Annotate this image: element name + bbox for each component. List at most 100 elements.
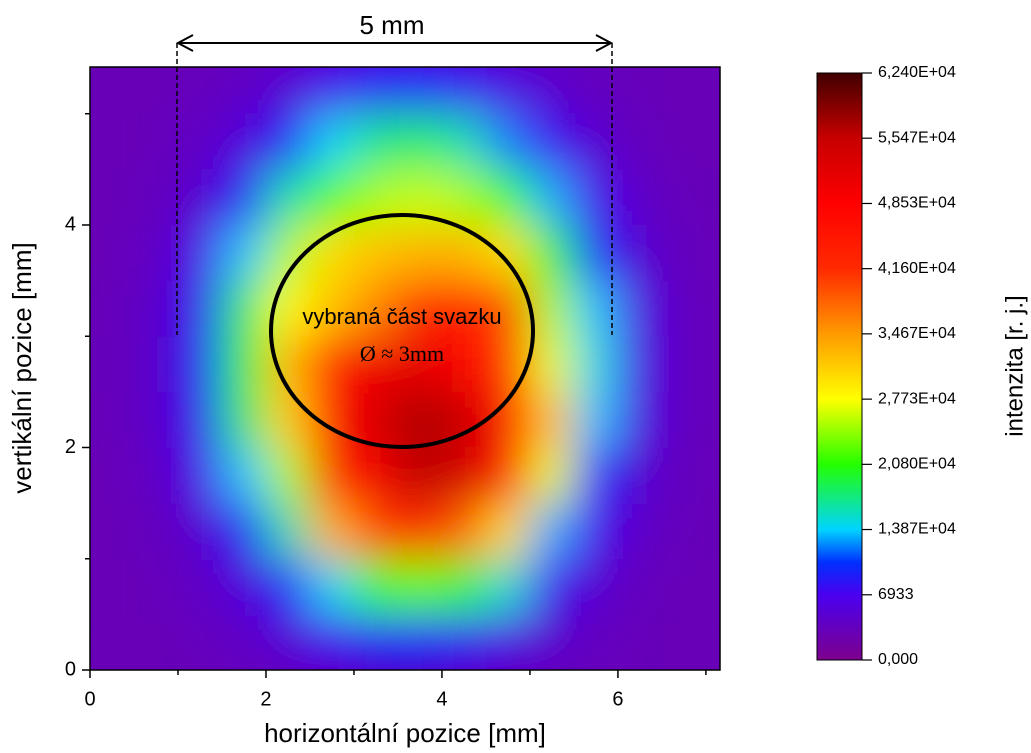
- heat-cell: [617, 336, 662, 393]
- heat-cell: [485, 447, 530, 504]
- heat-cell: [353, 58, 398, 115]
- heat-cell: [90, 503, 135, 560]
- heat-cell: [617, 391, 662, 448]
- heat-cell: [177, 2, 222, 59]
- heat-cell: [661, 336, 706, 393]
- heat-cell: [529, 280, 574, 337]
- heat-cell: [397, 58, 442, 115]
- heat-cell: [485, 2, 530, 59]
- heat-cell: [90, 169, 135, 226]
- heat-cell: [133, 558, 178, 615]
- heat-cell: [221, 224, 266, 281]
- colorbar: [817, 73, 862, 660]
- heat-cell: [397, 503, 442, 560]
- heat-cell: [133, 58, 178, 115]
- heat-cell: [617, 113, 662, 170]
- heat-cell: [353, 614, 398, 671]
- annotation: vybraná část svazku: [302, 304, 501, 329]
- heat-cell: [265, 169, 310, 226]
- heat-cell: [177, 503, 222, 560]
- heat-cell: [529, 169, 574, 226]
- heat-cell: [617, 558, 662, 615]
- heat-cell: [705, 447, 750, 504]
- x-tick-label: 6: [612, 688, 623, 710]
- heat-cell: [617, 2, 662, 59]
- heat-cell: [353, 447, 398, 504]
- heat-cell: [221, 2, 266, 59]
- heat-cell: [441, 113, 486, 170]
- heat-cell: [177, 169, 222, 226]
- dimension-label: 5 mm: [360, 10, 425, 40]
- heat-cell: [705, 2, 750, 59]
- heat-cell: [661, 447, 706, 504]
- heat-cell: [90, 447, 135, 504]
- heat-cell: [397, 447, 442, 504]
- heat-cell: [133, 614, 178, 671]
- heat-cell: [529, 503, 574, 560]
- heat-cell: [309, 503, 354, 560]
- heatmap-area: [90, 2, 751, 671]
- heat-cell: [485, 336, 530, 393]
- y-tick-label: 4: [65, 213, 76, 235]
- heat-cell: [133, 336, 178, 393]
- heat-cell: [177, 447, 222, 504]
- heat-cell: [529, 391, 574, 448]
- heat-cell: [441, 224, 486, 281]
- annotation: Ø ≈ 3mm: [360, 341, 444, 366]
- heat-cell: [309, 113, 354, 170]
- heat-cell: [90, 614, 135, 671]
- heat-cell: [265, 113, 310, 170]
- heat-cell: [441, 614, 486, 671]
- heat-cell: [573, 447, 618, 504]
- heat-cell: [705, 280, 750, 337]
- heat-cell: [573, 391, 618, 448]
- heat-cell: [617, 224, 662, 281]
- heat-cell: [485, 558, 530, 615]
- heat-cell: [661, 113, 706, 170]
- heat-cell: [265, 447, 310, 504]
- heat-cell: [573, 558, 618, 615]
- heat-cell: [177, 614, 222, 671]
- heat-cell: [265, 614, 310, 671]
- colorbar-tick-label: 4,160E+04: [878, 260, 956, 277]
- heat-cell: [485, 503, 530, 560]
- heat-cell: [661, 224, 706, 281]
- heat-cell: [90, 2, 135, 59]
- heat-cell: [617, 447, 662, 504]
- heat-cell: [177, 224, 222, 281]
- heat-cell: [133, 447, 178, 504]
- y-tick-label: 0: [65, 658, 76, 680]
- heat-cell: [617, 280, 662, 337]
- heat-cell: [221, 58, 266, 115]
- heat-cell: [133, 224, 178, 281]
- heat-cell: [309, 336, 354, 393]
- heat-cell: [485, 224, 530, 281]
- heat-cell: [265, 2, 310, 59]
- heat-cell: [617, 58, 662, 115]
- heat-cell: [485, 169, 530, 226]
- heat-cell: [265, 558, 310, 615]
- heat-cell: [133, 169, 178, 226]
- heat-cell: [309, 2, 354, 59]
- heat-cell: [397, 113, 442, 170]
- heat-cell: [221, 280, 266, 337]
- heat-cell: [221, 113, 266, 170]
- heat-cell: [617, 503, 662, 560]
- heat-cell: [133, 2, 178, 59]
- heat-cell: [441, 58, 486, 115]
- colorbar-tick-label: 6,240E+04: [878, 64, 956, 81]
- heat-cell: [177, 336, 222, 393]
- heat-cell: [177, 280, 222, 337]
- heat-cell: [221, 614, 266, 671]
- heat-cell: [661, 614, 706, 671]
- heat-cell: [90, 391, 135, 448]
- heat-cell: [177, 58, 222, 115]
- heat-cell: [221, 503, 266, 560]
- heat-cell: [485, 58, 530, 115]
- heat-cell: [309, 614, 354, 671]
- heat-cell: [221, 558, 266, 615]
- y-tick-label: 2: [65, 436, 76, 458]
- heat-cell: [529, 447, 574, 504]
- heat-cell: [177, 558, 222, 615]
- heat-cell: [529, 614, 574, 671]
